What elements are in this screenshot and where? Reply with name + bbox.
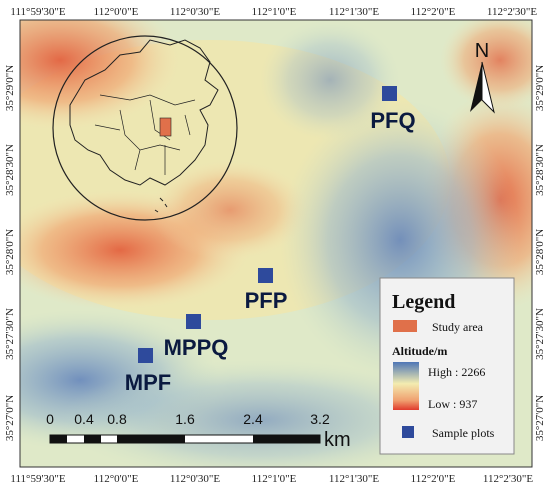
legend-study-area-swatch	[393, 320, 417, 332]
scale-tick-label: 2.4	[243, 411, 263, 427]
island-marks	[154, 197, 168, 213]
north-arrow: N	[470, 40, 495, 114]
scale-tick-label: 3.2	[310, 411, 330, 427]
coord-right-label: 35°29'0"N	[534, 65, 546, 111]
coord-right-label: 35°28'0"N	[534, 229, 546, 275]
coord-left-label: 35°28'30"N	[4, 144, 16, 196]
coord-right-label: 35°28'30"N	[534, 144, 546, 196]
plot-label-pfq: PFQ	[370, 108, 415, 133]
north-label: N	[475, 40, 489, 62]
coord-left-label: 35°29'0"N	[4, 65, 16, 111]
coord-top-label: 112°0'30"E	[170, 6, 220, 18]
plot-marker-pfp	[258, 268, 273, 283]
sample-plots: PFQ PFP MPPQ MPF	[125, 86, 416, 395]
coord-bottom-label: 112°2'0"E	[411, 473, 456, 485]
legend-sample-plot-swatch	[402, 426, 414, 438]
legend-high-label: High : 2266	[428, 365, 485, 379]
plot-label-mpf: MPF	[125, 370, 171, 395]
legend-study-area-label: Study area	[432, 320, 484, 334]
scale-tick-label: 0	[46, 411, 54, 427]
coord-bottom-label: 111°59'30"E	[10, 473, 66, 485]
scale-unit: km	[324, 429, 351, 451]
scale-tick-label: 0.8	[107, 411, 127, 427]
plot-label-pfp: PFP	[245, 288, 288, 313]
inset-locator-map	[52, 35, 238, 221]
map-border	[19, 19, 533, 468]
coords-right: 35°29'0"N 35°28'30"N 35°28'0"N 35°27'30"…	[534, 65, 546, 441]
coord-top-label: 112°1'30"E	[329, 6, 379, 18]
scale-tick-label: 0.4	[74, 411, 94, 427]
coord-top-label: 112°0'0"E	[94, 6, 139, 18]
legend-altitude-title: Altitude/m	[392, 344, 447, 358]
plot-marker-mpf	[138, 348, 153, 363]
legend-title: Legend	[392, 291, 455, 313]
plot-label-mppq: MPPQ	[164, 335, 229, 360]
north-arrow-right-half	[481, 61, 495, 114]
coord-bottom-label: 112°0'0"E	[94, 473, 139, 485]
coord-top-label: 112°2'30"E	[487, 6, 537, 18]
coords-top: 111°59'30"E 112°0'0"E 112°0'30"E 112°1'0…	[10, 6, 537, 18]
coord-left-label: 35°28'0"N	[4, 229, 16, 275]
coords-bottom: 111°59'30"E 112°0'0"E 112°0'30"E 112°1'0…	[10, 473, 533, 485]
scale-tick-label: 1.6	[175, 411, 195, 427]
legend: Legend Study area Altitude/m High : 2266…	[379, 277, 515, 455]
plot-marker-mppq	[186, 314, 201, 329]
study-area-inset	[159, 117, 172, 137]
china-outline	[69, 39, 219, 186]
legend-altitude-ramp	[393, 362, 419, 410]
legend-sample-plots-label: Sample plots	[432, 426, 495, 440]
coords-left: 35°29'0"N 35°28'30"N 35°28'0"N 35°27'30"…	[4, 65, 16, 441]
scale-bar: 0 0.4 0.8 1.6 2.4 3.2 km	[46, 411, 351, 451]
coord-left-label: 35°27'0"N	[4, 395, 16, 441]
north-arrow-left-half	[470, 62, 482, 112]
coord-right-label: 35°27'0"N	[534, 395, 546, 441]
plot-marker-pfq	[382, 86, 397, 101]
coord-top-label: 111°59'30"E	[10, 6, 66, 18]
province-lines	[94, 94, 196, 175]
coord-bottom-label: 112°2'30"E	[483, 473, 533, 485]
coord-top-label: 112°1'0"E	[252, 6, 297, 18]
coord-bottom-label: 112°1'0"E	[252, 473, 297, 485]
legend-low-label: Low : 937	[428, 397, 477, 411]
coord-bottom-label: 112°1'30"E	[329, 473, 379, 485]
coord-left-label: 35°27'30"N	[4, 308, 16, 360]
coord-top-label: 112°2'0"E	[411, 6, 456, 18]
coord-bottom-label: 112°0'30"E	[170, 473, 220, 485]
coord-right-label: 35°27'30"N	[534, 308, 546, 360]
